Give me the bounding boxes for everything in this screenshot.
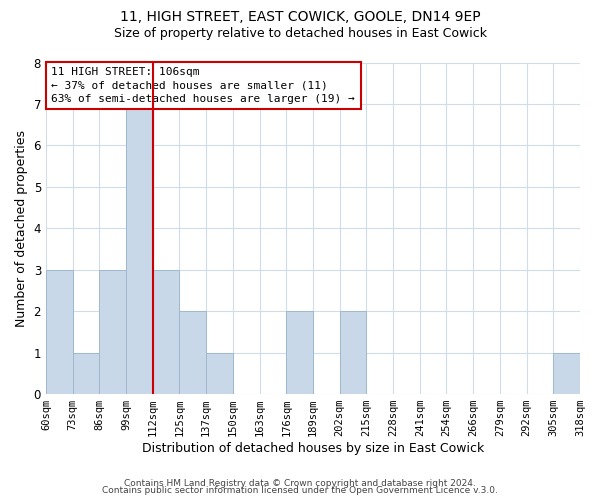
Bar [206,352,233,394]
Bar [153,270,179,394]
Text: Size of property relative to detached houses in East Cowick: Size of property relative to detached ho… [113,28,487,40]
Text: 11 HIGH STREET: 106sqm
← 37% of detached houses are smaller (11)
63% of semi-det: 11 HIGH STREET: 106sqm ← 37% of detached… [51,68,355,104]
Bar [126,104,153,394]
Bar [286,311,313,394]
Text: Contains HM Land Registry data © Crown copyright and database right 2024.: Contains HM Land Registry data © Crown c… [124,478,476,488]
Bar [340,311,367,394]
Bar [553,352,580,394]
Bar [179,311,206,394]
Y-axis label: Number of detached properties: Number of detached properties [15,130,28,327]
Bar [73,352,100,394]
X-axis label: Distribution of detached houses by size in East Cowick: Distribution of detached houses by size … [142,442,484,455]
Bar [46,270,73,394]
Bar [100,270,126,394]
Text: Contains public sector information licensed under the Open Government Licence v.: Contains public sector information licen… [102,486,498,495]
Text: 11, HIGH STREET, EAST COWICK, GOOLE, DN14 9EP: 11, HIGH STREET, EAST COWICK, GOOLE, DN1… [119,10,481,24]
